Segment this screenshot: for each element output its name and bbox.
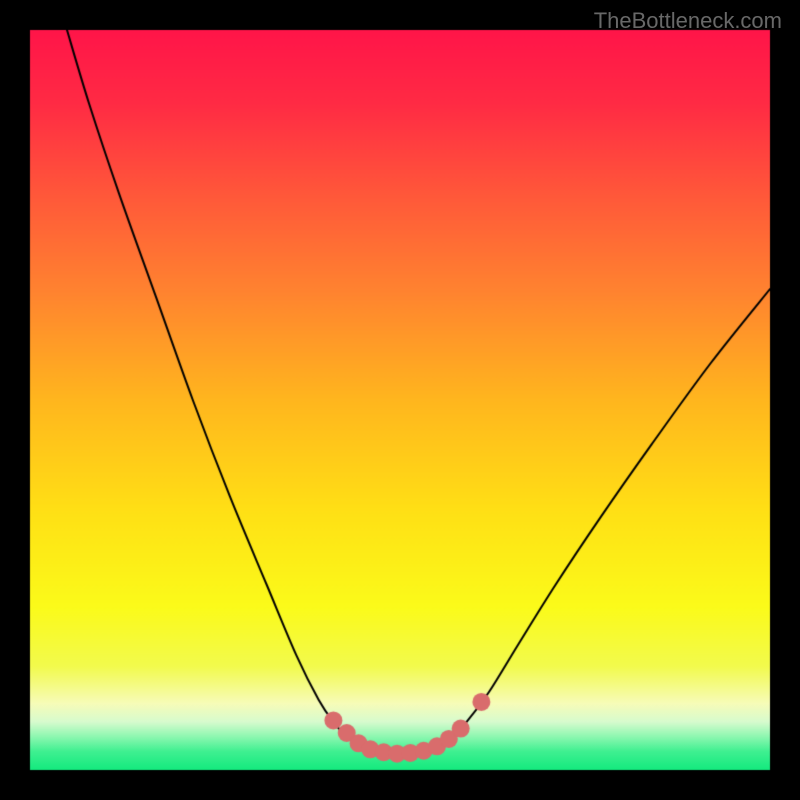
chart-stage: TheBottleneck.com: [0, 0, 800, 800]
watermark-text: TheBottleneck.com: [594, 8, 782, 34]
bottleneck-chart-canvas: [0, 0, 800, 800]
